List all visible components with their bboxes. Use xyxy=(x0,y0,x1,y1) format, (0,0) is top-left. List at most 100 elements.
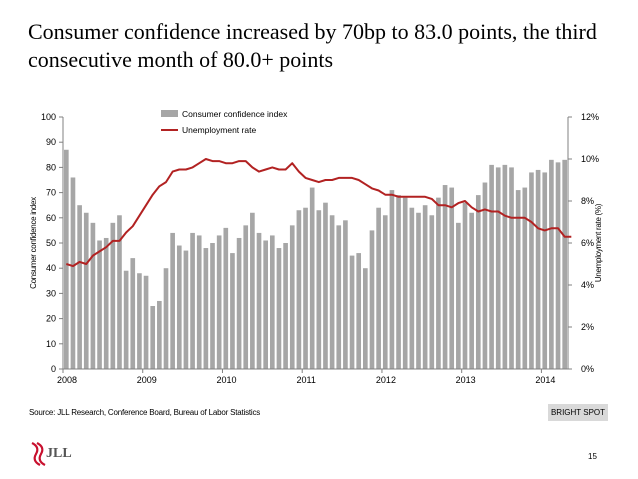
x-tick-label: 2008 xyxy=(57,375,77,385)
bar xyxy=(482,182,488,369)
x-tick-label: 2011 xyxy=(297,375,316,385)
bar xyxy=(389,190,395,369)
bar xyxy=(489,164,494,369)
bar xyxy=(555,162,561,369)
bar xyxy=(382,215,388,369)
slide-title: Consumer confidence increased by 70bp to… xyxy=(28,18,628,74)
bar xyxy=(137,273,142,369)
bar xyxy=(429,215,435,369)
left-tick-label: 80 xyxy=(46,162,56,172)
unemployment-line xyxy=(66,158,572,268)
bar xyxy=(230,253,235,369)
bar xyxy=(269,235,275,369)
left-tick-label: 10 xyxy=(46,339,56,349)
x-tick-label: 2012 xyxy=(376,375,396,385)
bar xyxy=(495,167,501,369)
right-tick-label: 2% xyxy=(581,322,594,332)
bar xyxy=(103,237,109,369)
bar xyxy=(196,235,202,369)
bar xyxy=(250,212,255,369)
bar xyxy=(77,205,82,369)
bar xyxy=(462,202,468,369)
left-tick-label: 30 xyxy=(46,288,56,298)
x-tick-label: 2014 xyxy=(535,375,555,385)
left-tick-label: 20 xyxy=(46,314,56,324)
bar xyxy=(515,190,521,369)
bar xyxy=(469,212,474,369)
bar xyxy=(150,306,156,369)
bar xyxy=(562,159,567,369)
bar xyxy=(416,212,421,369)
bright-spot-badge: BRIGHT SPOT xyxy=(548,404,608,421)
bar xyxy=(256,232,262,369)
right-tick-label: 12% xyxy=(581,112,599,122)
bar xyxy=(509,167,514,369)
bar xyxy=(203,248,209,369)
bar xyxy=(130,258,136,369)
bar xyxy=(402,197,408,369)
bar xyxy=(475,195,481,369)
title-line-2: consecutive month of 80.0+ points xyxy=(28,47,334,72)
x-tick-label: 2009 xyxy=(137,375,157,385)
legend-swatch-bar xyxy=(161,110,178,117)
bar xyxy=(143,275,149,369)
bar xyxy=(90,222,96,369)
bar xyxy=(97,240,102,369)
bar xyxy=(70,177,76,369)
right-tick-label: 10% xyxy=(581,154,599,164)
bar xyxy=(236,237,242,369)
bar xyxy=(329,215,335,369)
bar xyxy=(223,227,229,369)
bar xyxy=(157,300,162,369)
bar xyxy=(343,220,348,369)
bar xyxy=(176,245,182,369)
bar xyxy=(349,255,355,369)
bar xyxy=(396,195,401,369)
right-tick-label: 0% xyxy=(581,364,594,374)
right-tick-label: 4% xyxy=(581,280,594,290)
source-note: Source: JLL Research, Conference Board, … xyxy=(29,408,261,417)
bar xyxy=(64,149,69,369)
bar xyxy=(522,187,528,369)
bar xyxy=(210,243,215,369)
bar xyxy=(170,232,175,369)
bar xyxy=(263,240,268,369)
bar xyxy=(123,270,129,369)
bar xyxy=(316,210,322,369)
bar xyxy=(369,230,375,369)
left-tick-label: 40 xyxy=(46,263,56,273)
jll-logo-text: JLL xyxy=(46,446,72,461)
bar xyxy=(216,235,222,369)
bar xyxy=(529,172,534,369)
title-line-1: Consumer confidence increased by 70bp to… xyxy=(28,19,597,44)
bar xyxy=(363,268,368,369)
bar xyxy=(502,164,508,369)
bar xyxy=(110,222,116,369)
bar xyxy=(356,253,362,369)
left-axis-title: Consumer confidence index xyxy=(29,197,38,289)
legend-label-bar: Consumer confidence index xyxy=(182,109,288,119)
left-tick-label: 0 xyxy=(51,364,56,374)
bar xyxy=(542,172,548,369)
bar xyxy=(422,205,428,369)
right-axis-title: Unemployment rate (%) xyxy=(594,203,603,282)
x-tick-label: 2013 xyxy=(456,375,476,385)
page-number: 15 xyxy=(588,452,597,461)
bar xyxy=(183,250,189,369)
right-tick-label: 6% xyxy=(581,238,594,248)
bar xyxy=(163,268,169,369)
bar xyxy=(283,243,288,369)
bar xyxy=(309,187,315,369)
bar xyxy=(303,207,308,369)
bar xyxy=(449,187,455,369)
legend-label-line: Unemployment rate xyxy=(182,125,256,135)
bar xyxy=(409,207,415,369)
bar xyxy=(535,169,541,369)
bar xyxy=(376,207,381,369)
bar xyxy=(436,197,441,369)
bar xyxy=(323,202,328,369)
jll-logo-icon xyxy=(31,442,46,466)
bar xyxy=(243,225,249,369)
left-tick-label: 70 xyxy=(46,188,56,198)
left-tick-label: 60 xyxy=(46,213,56,223)
